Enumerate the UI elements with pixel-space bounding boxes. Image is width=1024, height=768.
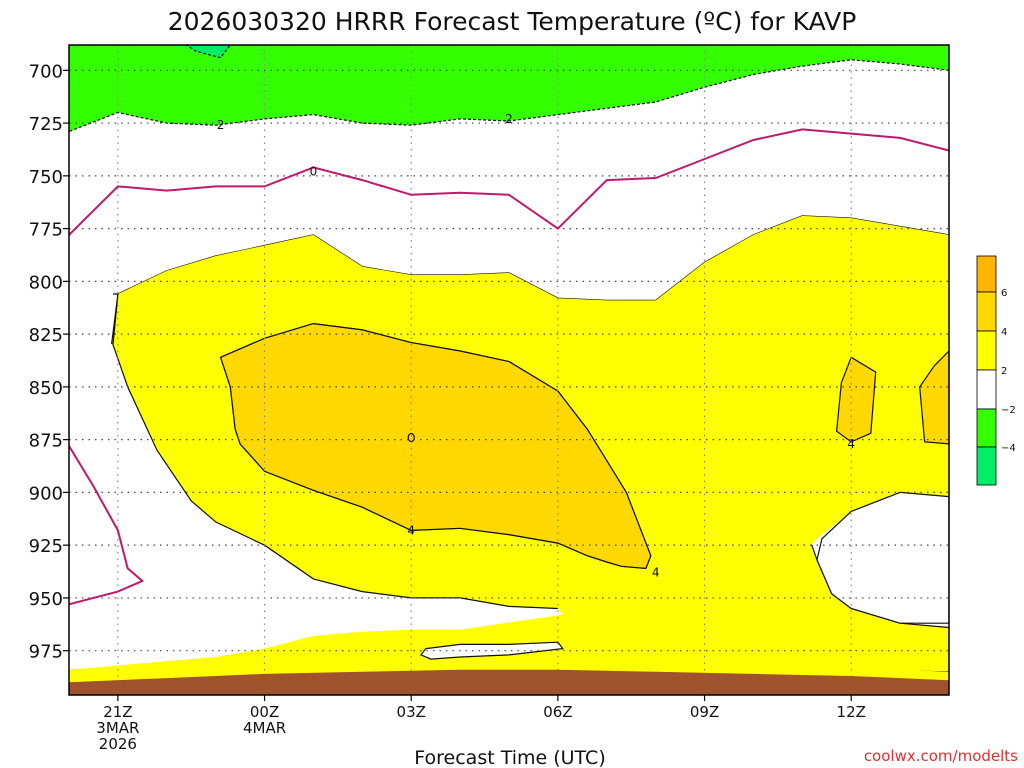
contour-label: 2 xyxy=(217,118,225,132)
yellow-lower-boundary xyxy=(112,293,558,610)
contour-label: 2 xyxy=(505,112,513,126)
x-tick-label: 09Z xyxy=(690,703,719,721)
colorbar: 6 4 2 −2 −4 xyxy=(976,255,1016,486)
x-axis-label: Forecast Time (UTC) xyxy=(414,747,605,768)
y-tick-label: 750 xyxy=(29,167,63,188)
y-tick-label: 825 xyxy=(29,325,63,346)
y-tick-label: 925 xyxy=(29,536,63,557)
contour-label: 4 xyxy=(407,523,415,537)
x-tick-label: 00Z xyxy=(250,703,279,721)
contour-label: 0 xyxy=(310,165,318,179)
credit-text: coolwx.com/modelts xyxy=(864,747,1018,765)
green-patch-top-left xyxy=(185,45,232,59)
contour-label: 4 xyxy=(847,437,855,451)
y-tick-label: 800 xyxy=(29,272,63,293)
y-tick-label: 975 xyxy=(29,642,63,663)
plot-area xyxy=(69,45,949,695)
plot-frame xyxy=(68,44,950,696)
y-axis-ticks: 700 725 750 775 800 825 850 875 900 925 950 975 xyxy=(29,61,69,663)
grid-layer xyxy=(69,45,949,695)
zero-contour-layer xyxy=(69,128,949,606)
colorbar-swatch xyxy=(976,330,997,371)
colorbar-swatch xyxy=(976,408,997,448)
zero-contour-1 xyxy=(69,445,145,606)
colorbar-label: 4 xyxy=(1001,327,1007,338)
green-region-top xyxy=(69,45,949,133)
y-tick-label: 725 xyxy=(29,114,63,135)
white-pocket-right xyxy=(816,491,949,624)
colorbar-label: −4 xyxy=(1001,443,1016,454)
colorbar-swatch xyxy=(976,446,997,486)
y-tick-label: 700 xyxy=(29,61,63,82)
colorbar-swatch xyxy=(976,369,997,410)
x-tick-label: 03Z xyxy=(397,703,426,721)
contour-label: 4 xyxy=(652,566,660,580)
y-tick-label: 875 xyxy=(29,431,63,452)
orange-core-top xyxy=(219,322,652,570)
y-tick-label: 900 xyxy=(29,483,63,504)
y-tick-label: 775 xyxy=(29,220,63,241)
x-tick-label: 4MAR xyxy=(243,719,286,737)
orange-patch-edge xyxy=(919,350,949,445)
contour-fill-layer xyxy=(69,45,949,695)
x-tick-label: 3MAR xyxy=(96,719,139,737)
colorbar-swatch xyxy=(976,255,997,293)
x-tick-label: 21Z xyxy=(103,703,132,721)
y-tick-label: 850 xyxy=(29,378,63,399)
x-tick-label: 12Z xyxy=(837,703,866,721)
colorbar-label: 2 xyxy=(1001,366,1007,377)
contour-labels: 2 2 0 4 4 4 xyxy=(217,112,855,580)
y-tick-label: 950 xyxy=(29,589,63,610)
zero-contour-0 xyxy=(69,128,949,236)
ground-fill xyxy=(69,669,949,695)
colorbar-label: −2 xyxy=(1001,405,1016,416)
x-tick-label: 2026 xyxy=(99,735,137,753)
x-tick-label: 06Z xyxy=(543,703,572,721)
white-region-lower-left xyxy=(69,323,563,670)
colorbar-swatch xyxy=(976,291,997,332)
colorbar-label: 6 xyxy=(1001,288,1007,299)
chart-title: 2026030320 HRRR Forecast Temperature (ºC… xyxy=(168,7,857,36)
